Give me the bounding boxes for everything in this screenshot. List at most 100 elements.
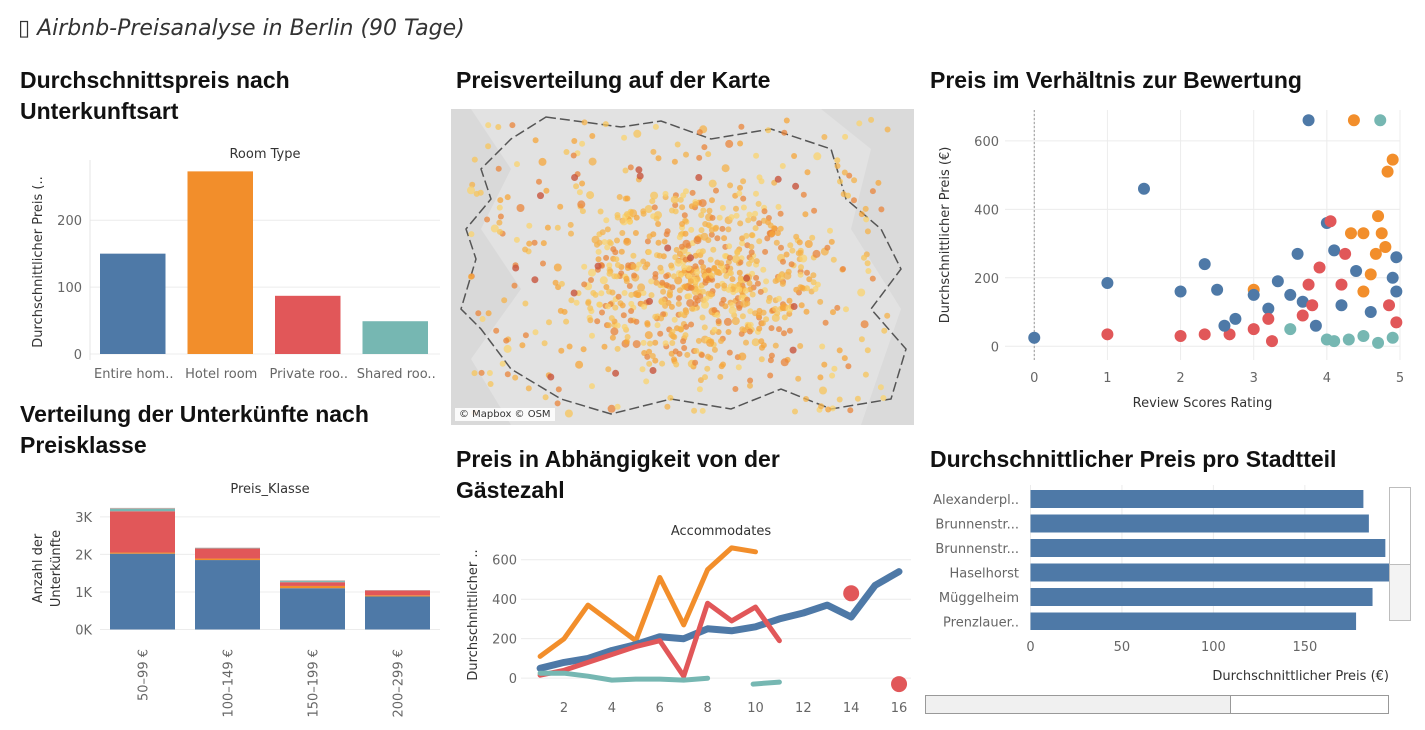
accommodates-x-tick: 8 (703, 701, 711, 716)
map-listing-dot (725, 329, 732, 335)
price-class-bar-segment (110, 553, 175, 630)
map-listing-dot (877, 384, 884, 391)
map-listing-dot (632, 340, 641, 349)
price-class-x-tick: 200–299 € (392, 649, 407, 718)
map-listing-dot (637, 283, 646, 292)
price-class-bar-segment (280, 582, 345, 586)
map-listing-dot (633, 129, 642, 138)
price-class-chart[interactable]: Preis_Klasse 0K 1K 2K 3K 50–99 € 100–149 € 150–… (0, 475, 445, 730)
map-listing-dot (543, 187, 550, 194)
district-horizontal-scrollbar[interactable] (925, 695, 1389, 714)
rating-scatter-chart[interactable]: 0 200 400 600 0 1 2 3 4 5 Review Scores Rating Durc… (925, 105, 1420, 425)
map-listing-dot (857, 288, 866, 297)
map-listing-dot (691, 407, 698, 414)
map-listing-dot (846, 172, 853, 179)
district-y-tick: Brunnenstr... (935, 542, 1019, 557)
map-listing-dot (513, 236, 520, 243)
map-listing-dot (780, 258, 786, 265)
map-listing-dot (689, 305, 696, 312)
scatter-point (1324, 215, 1337, 228)
scatter-point (1271, 275, 1284, 288)
district-horizontal-scroll-thumb[interactable] (926, 696, 1231, 713)
map-listing-dot (718, 338, 724, 344)
map-listing-dot (765, 298, 772, 304)
district-x-tick: 150 (1292, 640, 1317, 655)
map-listing-dot (672, 202, 679, 209)
map-listing-dot (579, 180, 586, 187)
map-listing-dot (573, 299, 580, 306)
accommodates-chart[interactable]: Accommodates 0 200 400 600 2 4 6 8 10 12 14 16 Durchs… (451, 515, 921, 730)
price-class-y-label: Anzahl der (31, 533, 46, 603)
accommodates-panel-title: Preis in Abhängigkeit von der Gästezahl (456, 444, 780, 506)
map-listing-dot (650, 191, 659, 200)
map-listing-dot (540, 260, 546, 267)
district-vertical-scroll-thumb[interactable] (1390, 488, 1410, 565)
map-listing-dot (581, 119, 588, 126)
map-listing-dot (881, 327, 888, 334)
map-listing-dot (756, 325, 763, 332)
scatter-point (1374, 114, 1387, 127)
map-listing-dot (649, 198, 656, 205)
map-listing-dot (620, 312, 627, 319)
map-listing-dot (834, 304, 841, 311)
map-listing-dot (749, 232, 755, 239)
map-canvas[interactable] (451, 109, 914, 425)
price-class-bar-segment (110, 511, 175, 553)
map-listing-dot (525, 385, 532, 392)
scatter-point (1357, 227, 1370, 240)
map-listing-dot (603, 254, 610, 261)
map-listing-dot (568, 230, 574, 237)
map-listing-dot (733, 205, 739, 212)
map-listing-dot (773, 239, 780, 246)
map-listing-dot (713, 224, 720, 231)
map-listing-dot (644, 320, 651, 327)
map-listing-dot (668, 331, 675, 338)
map-listing-dot (503, 337, 510, 344)
map-listing-dot (566, 343, 573, 350)
map-listing-dot (699, 288, 706, 295)
map-listing-dot (792, 408, 798, 415)
accommodates-y-tick: 600 (492, 554, 517, 569)
price-map[interactable]: © Mapbox © OSM (451, 109, 914, 425)
map-listing-dot (526, 222, 533, 229)
map-listing-dot (484, 216, 491, 223)
room-type-panel-title: Durchschnittspreis nach Unterkunftsart (20, 65, 290, 127)
map-listing-dot (644, 238, 651, 245)
room-type-chart[interactable]: Room Type 0 100 200 Entire hom.. Hotel room Pr… (0, 140, 445, 390)
map-listing-dot (688, 321, 695, 328)
district-chart[interactable]: 0 50 100 150 Alexanderpl.. Brunnenstr... Brunn… (920, 480, 1390, 690)
map-listing-dot (675, 300, 682, 307)
map-listing-dot (709, 272, 715, 279)
map-listing-dot (487, 381, 494, 387)
district-y-tick: Müggelheim (939, 591, 1019, 606)
map-listing-dot (803, 308, 810, 315)
map-listing-dot (499, 360, 506, 367)
map-listing-dot (851, 197, 857, 204)
map-listing-dot (716, 214, 723, 221)
map-listing-dot (618, 248, 625, 255)
district-bar (1030, 514, 1369, 533)
map-listing-dot (649, 353, 656, 359)
map-listing-dot (722, 253, 729, 259)
accommodates-x-tick: 12 (795, 701, 812, 716)
map-listing-dot (602, 121, 609, 128)
scatter-point (1211, 283, 1224, 296)
district-vertical-scrollbar[interactable] (1389, 487, 1411, 621)
map-listing-dot (644, 353, 651, 360)
map-listing-dot (810, 272, 817, 279)
map-listing-dot (526, 240, 533, 247)
map-listing-dot (819, 386, 827, 395)
map-listing-dot (485, 122, 492, 129)
map-listing-dot (695, 337, 702, 344)
map-listing-dot (622, 167, 629, 174)
scatter-point (1262, 312, 1275, 325)
map-listing-dot (783, 251, 790, 258)
scatter-panel-title: Preis im Verhältnis zur Bewertung (930, 67, 1302, 93)
map-listing-dot (659, 279, 666, 286)
map-listing-dot (495, 124, 502, 130)
map-listing-dot (726, 254, 733, 261)
map-listing-dot (795, 375, 802, 382)
map-listing-dot (660, 288, 667, 295)
map-attribution[interactable]: © Mapbox © OSM (455, 408, 555, 421)
map-listing-dot (604, 244, 611, 251)
